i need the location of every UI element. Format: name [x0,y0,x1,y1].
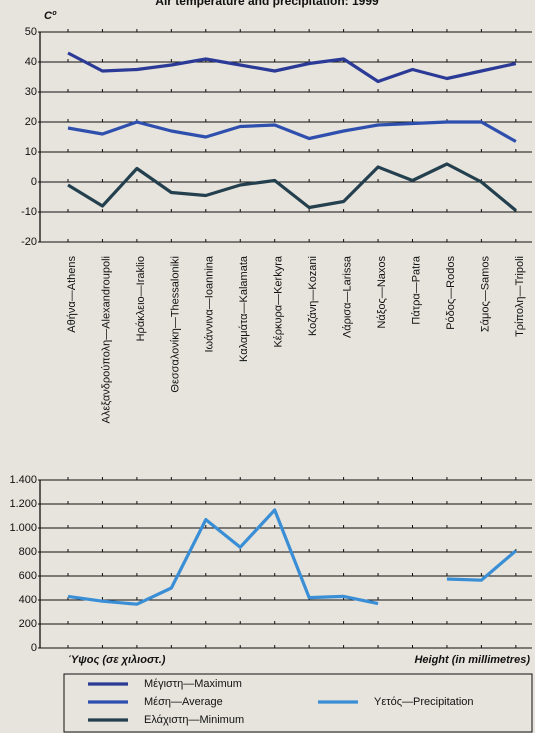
y-tick-label: -10 [21,206,37,218]
x-tick-label: Ρόδος—Rodos [445,256,457,330]
y-tick-label: -20 [21,236,37,248]
y-tick-label: 30 [25,86,37,98]
legend-label: Ελάχιστη—Minimum [144,714,244,726]
chart-title: Air temperature and precipitation: 1999 [155,0,379,8]
y-tick-label: 1.000 [9,522,37,534]
y-tick-label: 600 [19,570,37,582]
y-tick-label: 1.200 [9,498,37,510]
x-tick-label: Πάτρα—Patra [410,255,422,324]
x-tick-label: Θεσσαλονίκη—Thessaloniki [169,256,181,393]
y-axis-label: Cº [44,10,57,22]
x-tick-label: Αθήνα—Athens [66,256,78,333]
x-tick-label: Κέρκυρα—Kerkyra [273,255,285,347]
y-tick-label: 40 [25,56,37,68]
x-tick-label: Σάμος—Samos [479,256,491,333]
y-tick-label: 20 [25,116,37,128]
x-tick-label: Νάξος—Naxos [376,256,388,329]
y-tick-label: 400 [19,594,37,606]
x-tick-label: Τρίπολη—Tripoli [514,256,526,337]
x-tick-label: Καλαμάτα—Kalamata [238,255,250,362]
x-tick-label: Ηράκλειο—Iraklio [135,256,147,341]
legend-label: Μέση—Average [144,696,223,708]
data-line [67,162,517,212]
legend-box [63,673,533,733]
y-tick-label: 800 [19,546,37,558]
legend-label: Μέγιστη—Maximum [144,678,242,690]
data-line [67,508,517,606]
y-tick-label: 50 [25,26,37,38]
y-tick-label: 200 [19,618,37,630]
legend-label: Υετός—Precipitation [374,696,474,708]
x-tick-label: Κοζάνη—Kozani [307,256,319,336]
y-tick-label: 0 [31,642,37,654]
x-tick-label: Ιωάννινα—Ioannina [204,255,216,352]
y-tick-label: 0 [31,176,37,188]
y-tick-label: 1.400 [9,474,37,486]
y-tick-label: 10 [25,146,37,158]
data-line [67,120,517,143]
annotation: Ύψος (σε χιλιοστ.) [68,654,166,666]
x-tick-label: Λάρισα—Larissa [342,255,354,338]
annotation: Height (in millimetres) [414,654,530,666]
data-line [67,51,517,84]
x-tick-label: Αλεξανδρούπολη—Alexandroupoli [100,256,112,423]
